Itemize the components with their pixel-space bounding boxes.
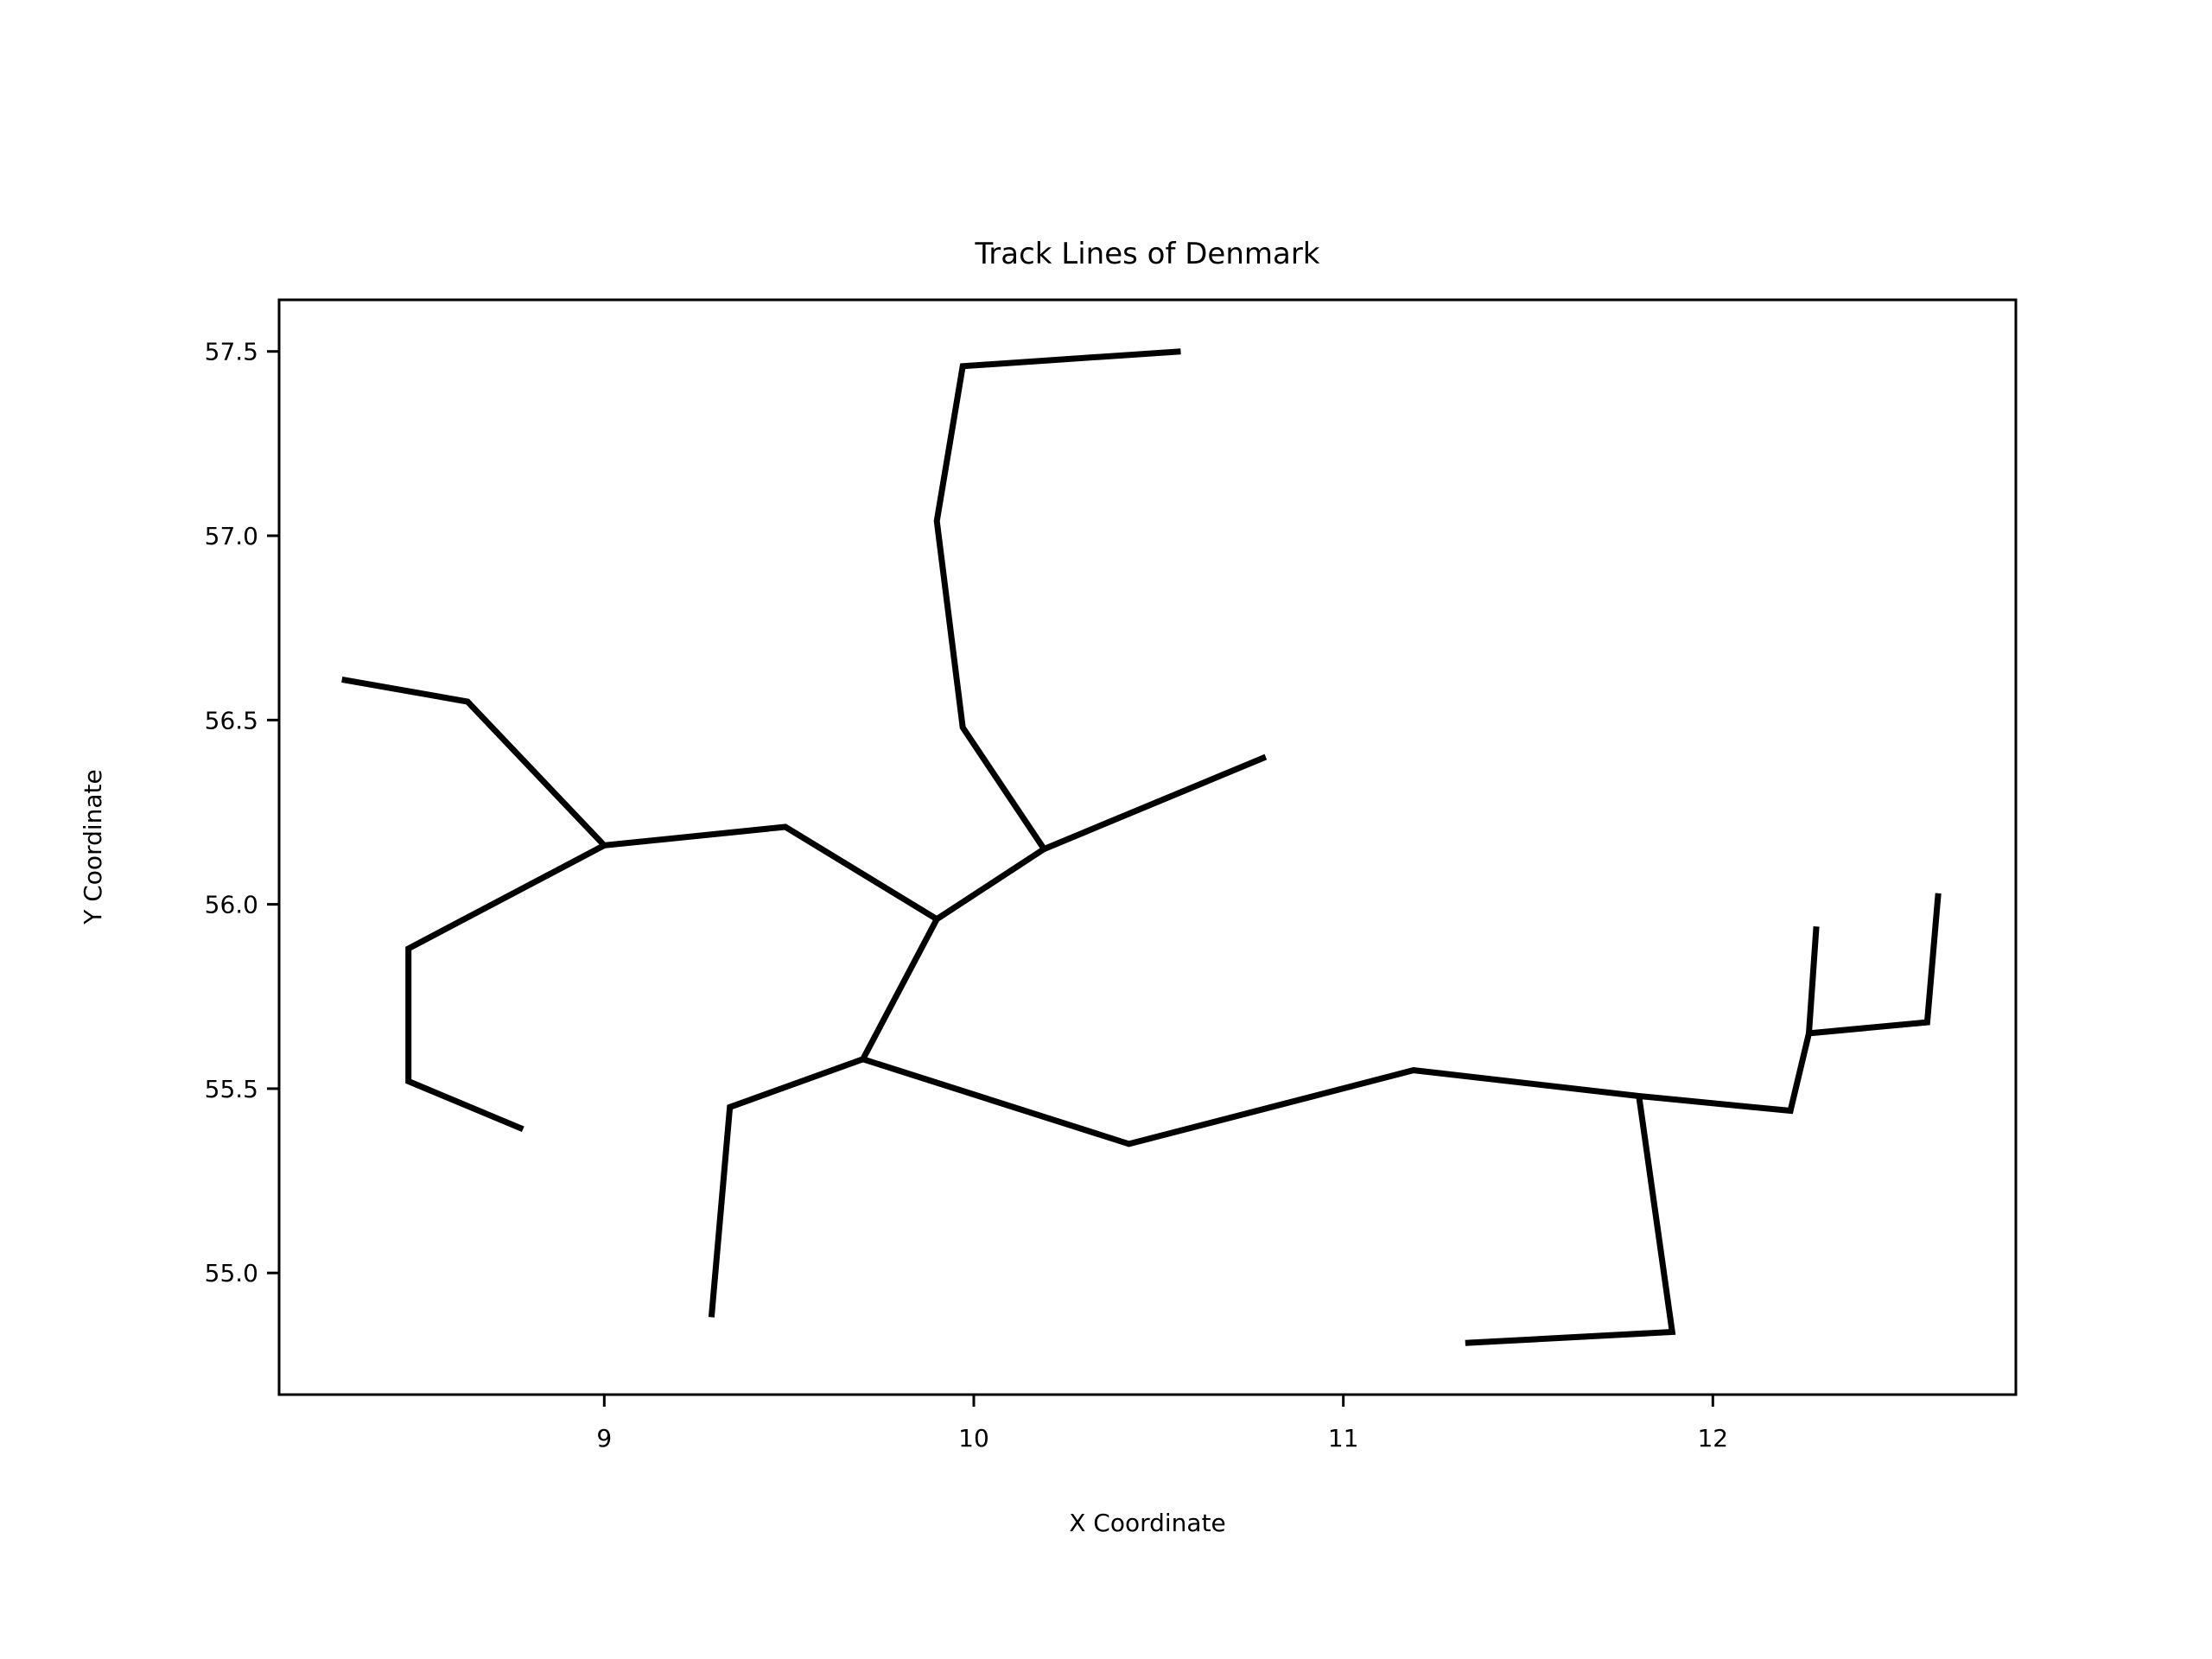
y-tick-label: 57.5 [205,338,258,366]
track-lines [341,348,1942,1346]
x-axis-label: X Coordinate [1069,1509,1226,1537]
track-line-7 [1806,925,1820,1034]
y-axis-ticks: 55.0 55.5 56.0 56.5 57.0 57.5 [205,338,279,1287]
x-tick-label: 10 [958,1424,989,1452]
x-axis-ticks: 9 10 11 12 [596,1395,1728,1452]
track-line-3 [405,842,606,1133]
x-tick-label: 11 [1328,1424,1359,1452]
y-axis-label: Y Coordinate [79,769,107,925]
chart-title: Track Lines of Denmark [974,237,1319,271]
track-line-5 [708,1056,864,1318]
track-line-2 [933,348,1181,851]
y-tick-label: 55.5 [205,1075,258,1103]
y-tick-label: 56.5 [205,706,258,734]
y-tick-label: 57.0 [205,522,258,550]
plot-frame [277,298,2018,1396]
x-tick-label: 9 [596,1424,612,1452]
track-line-6 [1465,1096,1676,1346]
x-tick-label: 12 [1697,1424,1728,1452]
y-tick-label: 55.0 [205,1259,258,1287]
y-tick-label: 56.0 [205,891,258,919]
